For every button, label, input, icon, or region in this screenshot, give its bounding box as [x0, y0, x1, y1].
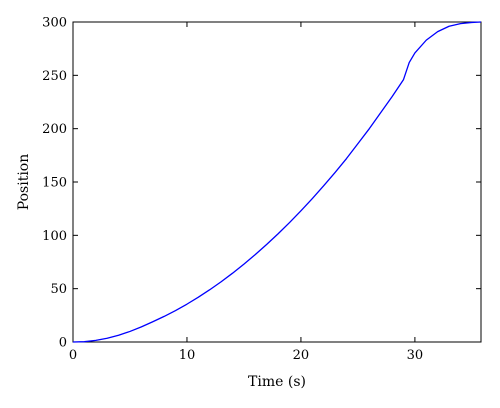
y-axis-tick-labels: 0 50 100 150 200 250 300 [42, 16, 67, 351]
y-tick-label: 200 [42, 122, 67, 137]
y-tick-label: 250 [42, 69, 67, 84]
y-tick-label: 300 [42, 16, 67, 31]
x-tick-label: 10 [179, 348, 196, 363]
x-tick-label: 30 [407, 348, 424, 363]
series-group [72, 21, 482, 343]
y-tick-label: 0 [59, 336, 67, 351]
plot-area: 0 10 20 30 0 50 100 150 200 250 300 [42, 16, 482, 363]
y-tick-label: 50 [50, 282, 67, 297]
x-axis-tick-labels: 0 10 20 30 [69, 348, 423, 363]
plot-frame [72, 21, 482, 343]
y-axis-ticks [73, 21, 481, 343]
x-axis-title: Time (s) [248, 374, 306, 390]
x-tick-label: 0 [69, 348, 77, 363]
x-tick-label: 20 [293, 348, 310, 363]
y-tick-label: 150 [42, 176, 67, 191]
x-axis-ticks [72, 22, 416, 342]
series-line-0 [72, 21, 482, 343]
y-tick-label: 100 [42, 229, 67, 244]
y-axis-title: Position [16, 154, 32, 211]
